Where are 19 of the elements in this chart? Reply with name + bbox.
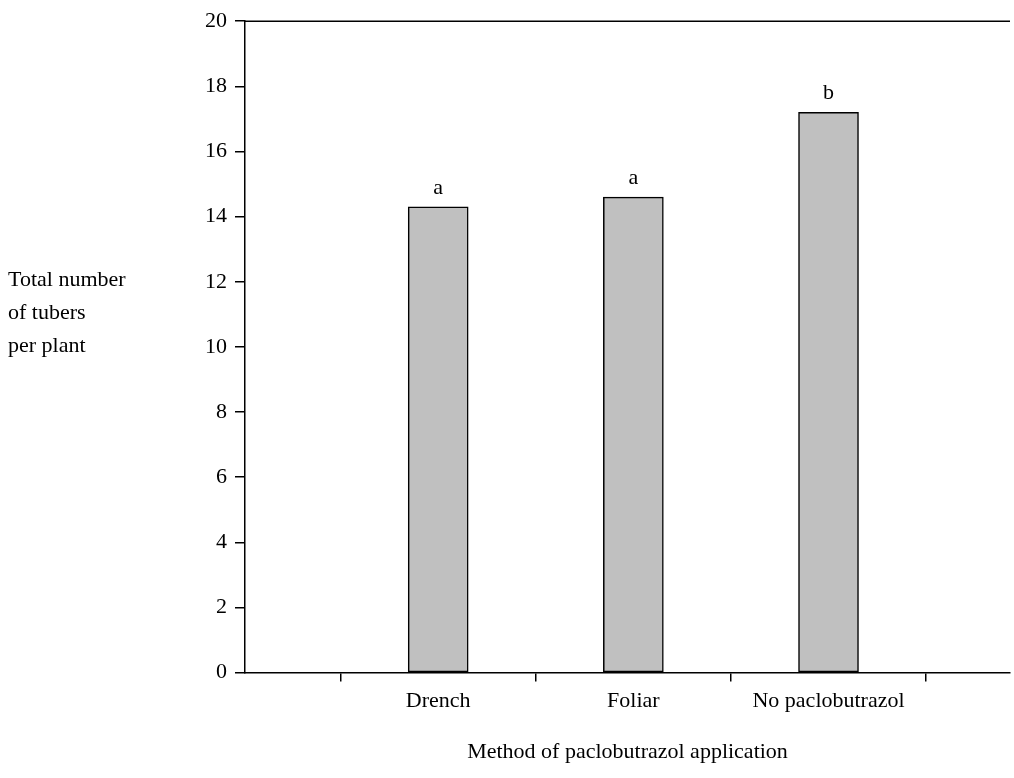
x-tick-label: Foliar: [607, 686, 661, 712]
y-tick-label: 10: [205, 332, 227, 358]
x-axis-title: Method of paclobutrazol application: [466, 738, 789, 764]
y-tick-label: 18: [205, 72, 227, 98]
y-tick-label: 14: [205, 202, 227, 228]
annotation: a: [433, 173, 444, 199]
y-tick-label: 20: [205, 6, 227, 32]
y-tick-label: 6: [216, 462, 227, 488]
y-tick-label: 4: [216, 528, 227, 554]
y-tick-label: 12: [205, 267, 227, 293]
annotation: a: [628, 163, 639, 189]
annotation: b: [823, 79, 835, 105]
x-tick-label: Drench: [405, 686, 471, 712]
y-tick-label: 2: [216, 593, 227, 619]
y-axis-title: Total number of tubers per plant: [8, 265, 126, 359]
y-tick-label: 0: [216, 658, 227, 684]
y-tick-label: 8: [216, 397, 227, 423]
x-tick-label: No paclobutrazol: [752, 686, 905, 712]
y-tick-label: 16: [205, 137, 227, 163]
